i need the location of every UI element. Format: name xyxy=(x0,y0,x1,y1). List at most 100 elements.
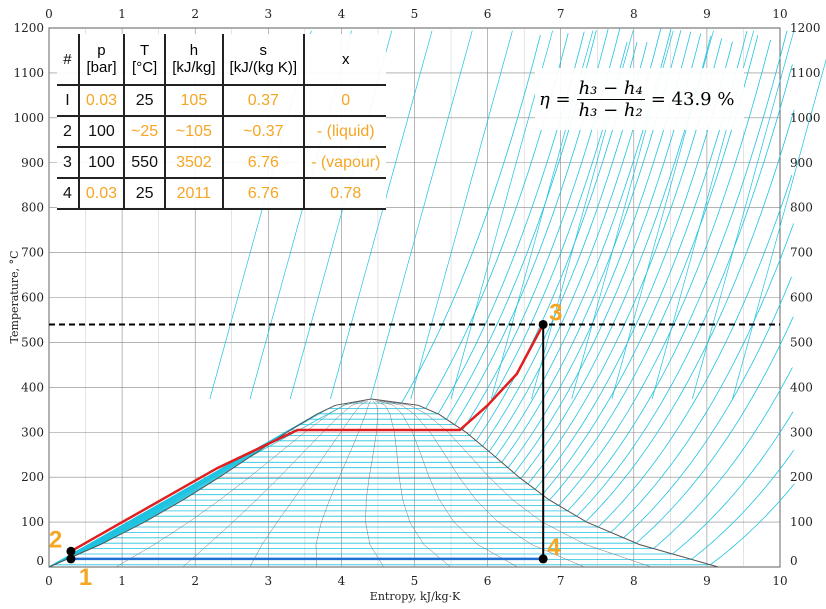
table-cell: 4 xyxy=(57,178,79,210)
efficiency-formula: η = h₃ − h₄ h₃ − h₂ = 43.9 % xyxy=(535,68,744,130)
y-tick-label-right: 100 xyxy=(790,515,813,529)
y-tick-label-left: 900 xyxy=(21,156,44,170)
state-point-4 xyxy=(538,554,548,564)
x-tick-label-bottom: 10 xyxy=(772,574,787,588)
isobar-line xyxy=(48,316,794,568)
saturation-dome xyxy=(48,398,719,568)
quality-line xyxy=(382,400,652,568)
table-cell: ~25 xyxy=(123,116,166,148)
eta-symbol: η = xyxy=(539,88,571,110)
y-tick-label-right: 0 xyxy=(790,554,798,568)
isobar-line xyxy=(48,483,795,568)
x-tick-label-bottom: 6 xyxy=(484,574,492,588)
quality-line xyxy=(182,400,366,568)
state-label-2: 2 xyxy=(49,526,62,553)
y-tick-label-left: 200 xyxy=(21,470,44,484)
y-tick-label-left: 400 xyxy=(21,380,44,394)
table-cell: 0 xyxy=(303,85,387,117)
state-label-3: 3 xyxy=(549,299,562,326)
header-text: [kJ/kg] xyxy=(172,59,216,76)
y-tick-label-left: 1200 xyxy=(13,21,44,35)
table-cell: - (liquid) xyxy=(303,116,387,148)
table-cell: 550 xyxy=(123,147,166,179)
table-cell: 25 xyxy=(123,178,166,210)
table-header-row: # p [bar] T [°C] h [kJ/kg] s [kJ/(kg K)] x xyxy=(57,34,387,86)
enthalpy-line xyxy=(370,30,473,400)
isobar-line xyxy=(48,38,723,568)
x-tick-label-top: 10 xyxy=(772,7,787,21)
table-cell: - (vapour) xyxy=(303,147,387,179)
y-tick-label-right: 500 xyxy=(790,335,813,349)
table-row: I 0.03 25 105 0.37 0 xyxy=(57,85,387,117)
x-tick-label-top: 1 xyxy=(118,7,126,21)
enthalpy-line xyxy=(732,58,826,400)
isobar-line xyxy=(48,367,793,568)
efficiency-result: = 43.9 % xyxy=(650,88,735,110)
quality-line xyxy=(374,400,451,568)
enthalpy-line xyxy=(330,30,433,400)
table-cell: 0.03 xyxy=(77,178,125,210)
y-tick-label-left: 0 xyxy=(36,554,44,568)
isobar-line xyxy=(48,30,682,568)
y-tick-label-right: 200 xyxy=(790,470,813,484)
isobar-line xyxy=(48,411,794,568)
column-header: T [°C] xyxy=(123,34,166,86)
isobar-line xyxy=(48,31,748,568)
x-axis-label: Entropy, kJ/kg·K xyxy=(370,590,461,603)
header-text: s xyxy=(259,42,268,59)
y-tick-label-right: 1000 xyxy=(790,111,821,125)
table-cell: 0.37 xyxy=(221,85,305,117)
quality-line xyxy=(377,400,518,568)
isobar-line xyxy=(48,223,794,568)
quality-line xyxy=(315,400,371,568)
table-cell: ~105 xyxy=(164,116,223,148)
column-header: x xyxy=(303,34,387,86)
x-tick-label-bottom: 9 xyxy=(703,574,711,588)
isobar-line xyxy=(48,39,771,568)
isobar-line xyxy=(48,31,692,568)
y-tick-label-right: 700 xyxy=(790,246,813,260)
table-row: 3 100 550 3502 6.76- (vapour) xyxy=(57,147,387,179)
y-tick-label-left: 800 xyxy=(21,201,44,215)
isobar-line xyxy=(48,41,733,568)
state-point-2 xyxy=(66,546,76,556)
table-row: 4 0.03 25 2011 6.76 0.78 xyxy=(57,178,387,210)
quality-line xyxy=(365,400,384,568)
y-tick-label-left: 600 xyxy=(21,291,44,305)
x-tick-label-top: 7 xyxy=(557,7,565,21)
y-tick-label-right: 1200 xyxy=(790,21,821,35)
header-text: h xyxy=(189,42,199,59)
y-tick-label-right: 1100 xyxy=(790,66,821,80)
isobar-line xyxy=(48,30,788,568)
y-tick-label-left: 1000 xyxy=(13,111,44,125)
table-cell: I xyxy=(57,85,79,117)
state-table: # p [bar] T [°C] h [kJ/kg] s [kJ/(kg K)] x I 0.03 2… xyxy=(57,34,387,210)
table-cell: 3502 xyxy=(164,147,223,179)
y-axis-label: Temperature, °C xyxy=(8,251,21,344)
table-cell: 25 xyxy=(123,85,166,117)
x-tick-label-top: 0 xyxy=(45,7,53,21)
enthalpy-line xyxy=(691,30,795,400)
state-label-1: 1 xyxy=(79,564,92,591)
column-header: p [bar] xyxy=(77,34,125,86)
x-tick-label-bottom: 8 xyxy=(630,574,638,588)
enthalpy-line xyxy=(410,30,513,400)
quality-line xyxy=(379,400,585,568)
fraction: h₃ − h₄ h₃ − h₂ xyxy=(576,77,645,121)
y-tick-label-right: 900 xyxy=(790,156,813,170)
quality-line xyxy=(115,400,364,568)
header-text: p xyxy=(97,42,106,59)
x-tick-label-top: 8 xyxy=(630,7,638,21)
y-tick-label-left: 300 xyxy=(21,425,44,439)
header-text: [°C] xyxy=(132,59,158,76)
table-cell: 105 xyxy=(164,85,223,117)
header-text: x xyxy=(341,50,350,68)
table-cell: 0.78 xyxy=(303,178,387,210)
numerator: h₃ − h₄ xyxy=(576,77,645,100)
quality-line xyxy=(249,400,369,568)
table-body: I 0.03 25 105 0.37 0 2 100 ~25 ~105 ~0.37- (liquid… xyxy=(57,85,387,210)
x-tick-label-bottom: 3 xyxy=(264,574,272,588)
x-tick-label-bottom: 1 xyxy=(118,574,126,588)
